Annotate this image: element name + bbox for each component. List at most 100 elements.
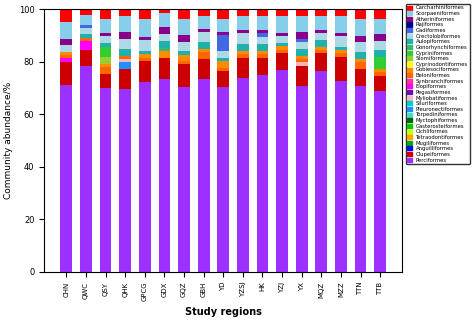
Bar	[61, 62, 72, 85]
Bar	[198, 59, 210, 79]
Bar	[355, 42, 366, 52]
Bar	[218, 32, 229, 35]
Bar	[198, 9, 210, 16]
Bar	[158, 27, 170, 34]
Bar	[355, 69, 366, 86]
Bar	[198, 16, 210, 29]
Bar	[158, 9, 170, 13]
Bar	[374, 41, 386, 50]
Bar	[276, 33, 288, 36]
Bar	[80, 66, 92, 272]
Bar	[355, 59, 366, 62]
Bar	[61, 9, 72, 22]
Bar	[119, 89, 131, 272]
Bar	[374, 34, 386, 41]
Bar	[276, 36, 288, 43]
Bar	[237, 44, 249, 51]
Bar	[355, 86, 366, 272]
Bar	[256, 30, 268, 33]
Bar	[256, 51, 268, 54]
Bar	[374, 9, 386, 19]
Bar	[119, 16, 131, 32]
Bar	[100, 74, 111, 88]
Bar	[80, 41, 92, 50]
Bar	[178, 87, 190, 272]
Bar	[80, 50, 92, 66]
Bar	[355, 36, 366, 42]
Bar	[198, 42, 210, 49]
Y-axis label: Community abundance/%: Community abundance/%	[4, 82, 13, 199]
Bar	[198, 52, 210, 59]
Bar	[158, 51, 170, 58]
Bar	[61, 45, 72, 52]
Bar	[178, 55, 190, 61]
Bar	[158, 13, 170, 27]
Bar	[119, 69, 131, 89]
Bar	[218, 35, 229, 51]
Bar	[276, 46, 288, 49]
Bar	[100, 64, 111, 67]
Bar	[100, 47, 111, 57]
Bar	[178, 35, 190, 41]
Bar	[296, 86, 308, 272]
Bar	[218, 67, 229, 71]
Bar	[61, 55, 72, 58]
Bar	[139, 40, 151, 51]
Bar	[335, 36, 347, 47]
Bar	[237, 9, 249, 16]
Bar	[237, 16, 249, 30]
Bar	[139, 82, 151, 272]
Bar	[139, 61, 151, 82]
Bar	[237, 51, 249, 54]
Bar	[374, 76, 386, 91]
Bar	[335, 54, 347, 57]
Bar	[355, 52, 366, 59]
Bar	[276, 16, 288, 33]
Bar	[276, 53, 288, 70]
Bar	[198, 49, 210, 52]
Bar	[198, 32, 210, 42]
Bar	[100, 33, 111, 36]
Bar	[276, 49, 288, 53]
Bar	[158, 48, 170, 51]
Bar	[139, 51, 151, 54]
Bar	[256, 75, 268, 272]
Bar	[355, 19, 366, 36]
Bar	[315, 50, 327, 54]
Bar	[296, 66, 308, 86]
Bar	[296, 59, 308, 62]
Bar	[139, 9, 151, 20]
Bar	[315, 71, 327, 272]
Bar	[256, 57, 268, 75]
Bar	[335, 9, 347, 16]
Bar	[61, 22, 72, 39]
Bar	[374, 50, 386, 56]
Bar	[80, 28, 92, 34]
Bar	[218, 58, 229, 61]
Bar	[218, 61, 229, 67]
Bar	[256, 16, 268, 30]
Legend: Carcharhiniformes, Scorpaeniformes, Atheriniformes, Rajiformes, Gadiformes, Orec: Carcharhiniformes, Scorpaeniformes, Athe…	[406, 4, 470, 164]
Bar	[119, 59, 131, 62]
Bar	[315, 33, 327, 40]
Bar	[61, 85, 72, 272]
Bar	[119, 49, 131, 56]
Bar	[355, 9, 366, 19]
Bar	[296, 62, 308, 66]
Bar	[315, 9, 327, 16]
Bar	[139, 37, 151, 40]
Bar	[237, 54, 249, 57]
Bar	[374, 69, 386, 73]
Bar	[178, 51, 190, 55]
Bar	[80, 9, 92, 15]
Bar	[256, 9, 268, 16]
Bar	[158, 79, 170, 272]
Bar	[119, 56, 131, 59]
Bar	[315, 16, 327, 30]
X-axis label: Study regions: Study regions	[185, 307, 262, 317]
Bar	[100, 43, 111, 47]
Bar	[80, 38, 92, 41]
Bar	[80, 34, 92, 38]
Bar	[139, 20, 151, 37]
Bar	[276, 70, 288, 272]
